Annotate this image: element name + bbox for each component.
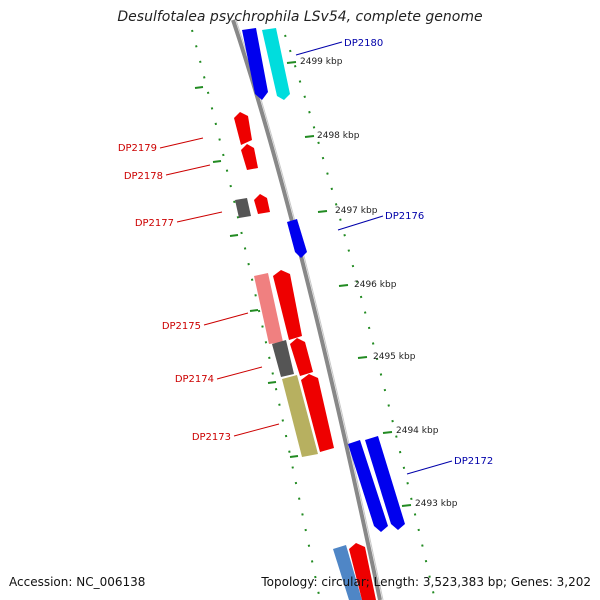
- scale-label-2496: 2496 kbp: [354, 280, 397, 290]
- gene-dp2173-olive[interactable]: [282, 375, 318, 457]
- scale-ticks: [286, 61, 412, 507]
- gene-dp2174-red[interactable]: [290, 338, 313, 376]
- genome-stats-text: Topology: circular; Length: 3,523,383 bp…: [261, 575, 591, 589]
- gene-dp2172-a[interactable]: [348, 440, 388, 532]
- gene-dp2177-grey[interactable]: [235, 198, 251, 218]
- gene-dp2175-red[interactable]: [273, 270, 302, 340]
- scale-label-2499: 2499 kbp: [300, 57, 343, 67]
- gene-dp2178[interactable]: [241, 144, 258, 170]
- gene-label-dp2172[interactable]: DP2172: [454, 456, 493, 467]
- scale-label-2498: 2498 kbp: [317, 131, 360, 141]
- label-leaders: [159, 41, 453, 475]
- gene-label-dp2173[interactable]: DP2173: [192, 432, 231, 443]
- gene-bottom-red[interactable]: [349, 543, 376, 600]
- scale-label-2497: 2497 kbp: [335, 206, 378, 216]
- gene-dp2180-cyan[interactable]: [262, 28, 290, 100]
- gene-bottom-steelblue[interactable]: [333, 545, 362, 600]
- gene-label-dp2177[interactable]: DP2177: [135, 218, 174, 229]
- inner-dotted-ring: [191, 29, 321, 600]
- gene-dp2172-b[interactable]: [365, 436, 405, 530]
- gene-label-dp2175[interactable]: DP2175: [162, 321, 201, 332]
- scale-label-2495: 2495 kbp: [373, 352, 416, 362]
- gene-label-dp2180[interactable]: DP2180: [344, 38, 383, 49]
- gene-dp2173-red[interactable]: [301, 374, 334, 452]
- gene-label-dp2178[interactable]: DP2178: [124, 171, 163, 182]
- inner-ring-ticks: [194, 86, 299, 458]
- accession-text: Accession: NC_006138: [9, 575, 146, 589]
- map-title: Desulfotalea psychrophila LSv54, complet…: [117, 9, 483, 25]
- gene-label-dp2174[interactable]: DP2174: [175, 374, 214, 385]
- gene-label-dp2176[interactable]: DP2176: [385, 211, 424, 222]
- gene-dp2177-red[interactable]: [254, 194, 270, 214]
- scale-label-2493: 2493 kbp: [415, 499, 458, 509]
- scale-label-2494: 2494 kbp: [396, 426, 439, 436]
- gene-dp2180-blue[interactable]: [242, 28, 268, 100]
- gene-dp2179[interactable]: [234, 112, 252, 145]
- gene-label-dp2179[interactable]: DP2179: [118, 143, 157, 154]
- gene-dp2175-pink[interactable]: [254, 273, 283, 344]
- gene-dp2176[interactable]: [287, 219, 307, 258]
- gene-dp2174-grey[interactable]: [272, 340, 294, 377]
